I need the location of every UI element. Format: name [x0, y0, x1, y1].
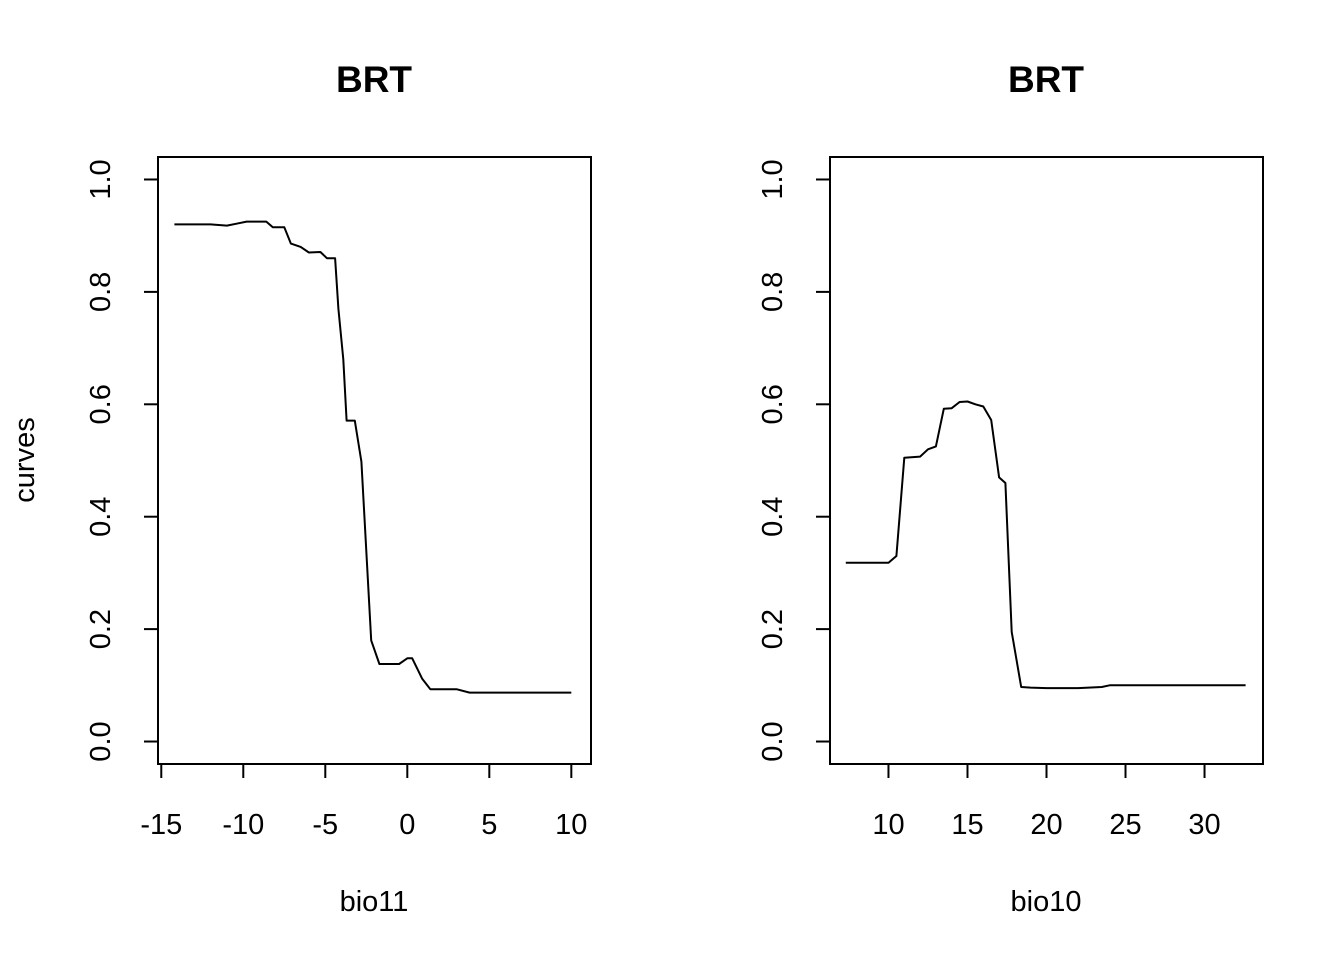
y-tick-label: 0.0: [85, 721, 117, 761]
y-tick-label: 0.6: [85, 384, 117, 424]
x-tick-label: 15: [951, 809, 983, 841]
x-axis-label: bio10: [1011, 886, 1082, 918]
chart-panel-2: BRT 10 15 20 25 30 bio10 0.0 0.2 0.4 0.6 0.8 1.0: [757, 59, 1264, 918]
x-tick-label: 20: [1030, 809, 1062, 841]
y-tick-label: 0.6: [757, 384, 789, 424]
x-tick-label: -15: [140, 809, 182, 841]
plot-frame: [157, 156, 592, 765]
chart-title: BRT: [336, 59, 412, 100]
x-tick-label: 5: [481, 809, 497, 841]
y-tick-label: 0.2: [85, 609, 117, 649]
y-axis-label: curves: [9, 417, 41, 502]
x-tick-label: 10: [872, 809, 904, 841]
plot-frame: [829, 156, 1264, 765]
response-curve-line: [174, 220, 572, 694]
y-tick-label: 0.4: [757, 497, 789, 537]
x-tick-label: -5: [312, 809, 338, 841]
y-tick-label: 0.8: [757, 272, 789, 312]
chart-title: BRT: [1008, 59, 1084, 100]
y-tick-label: 0.8: [85, 272, 117, 312]
x-tick-label: 25: [1109, 809, 1141, 841]
x-tick-label: -10: [222, 809, 264, 841]
response-curve-line: [845, 400, 1246, 690]
x-tick-label: 10: [555, 809, 587, 841]
y-tick-label: 0.2: [757, 609, 789, 649]
y-tick-label: 0.4: [85, 497, 117, 537]
y-tick-label: 0.0: [757, 721, 789, 761]
y-tick-label: 1.0: [757, 159, 789, 199]
x-axis-label: bio11: [340, 886, 409, 918]
x-tick-label: 30: [1188, 809, 1220, 841]
y-tick-label: 1.0: [85, 159, 117, 199]
x-tick-label: 0: [399, 809, 415, 841]
chart-panel-1: BRT -15 -10 -5 0 5 10 bio11 0.0 0.2 0.4 0.6 0.8 1.0: [85, 59, 592, 918]
